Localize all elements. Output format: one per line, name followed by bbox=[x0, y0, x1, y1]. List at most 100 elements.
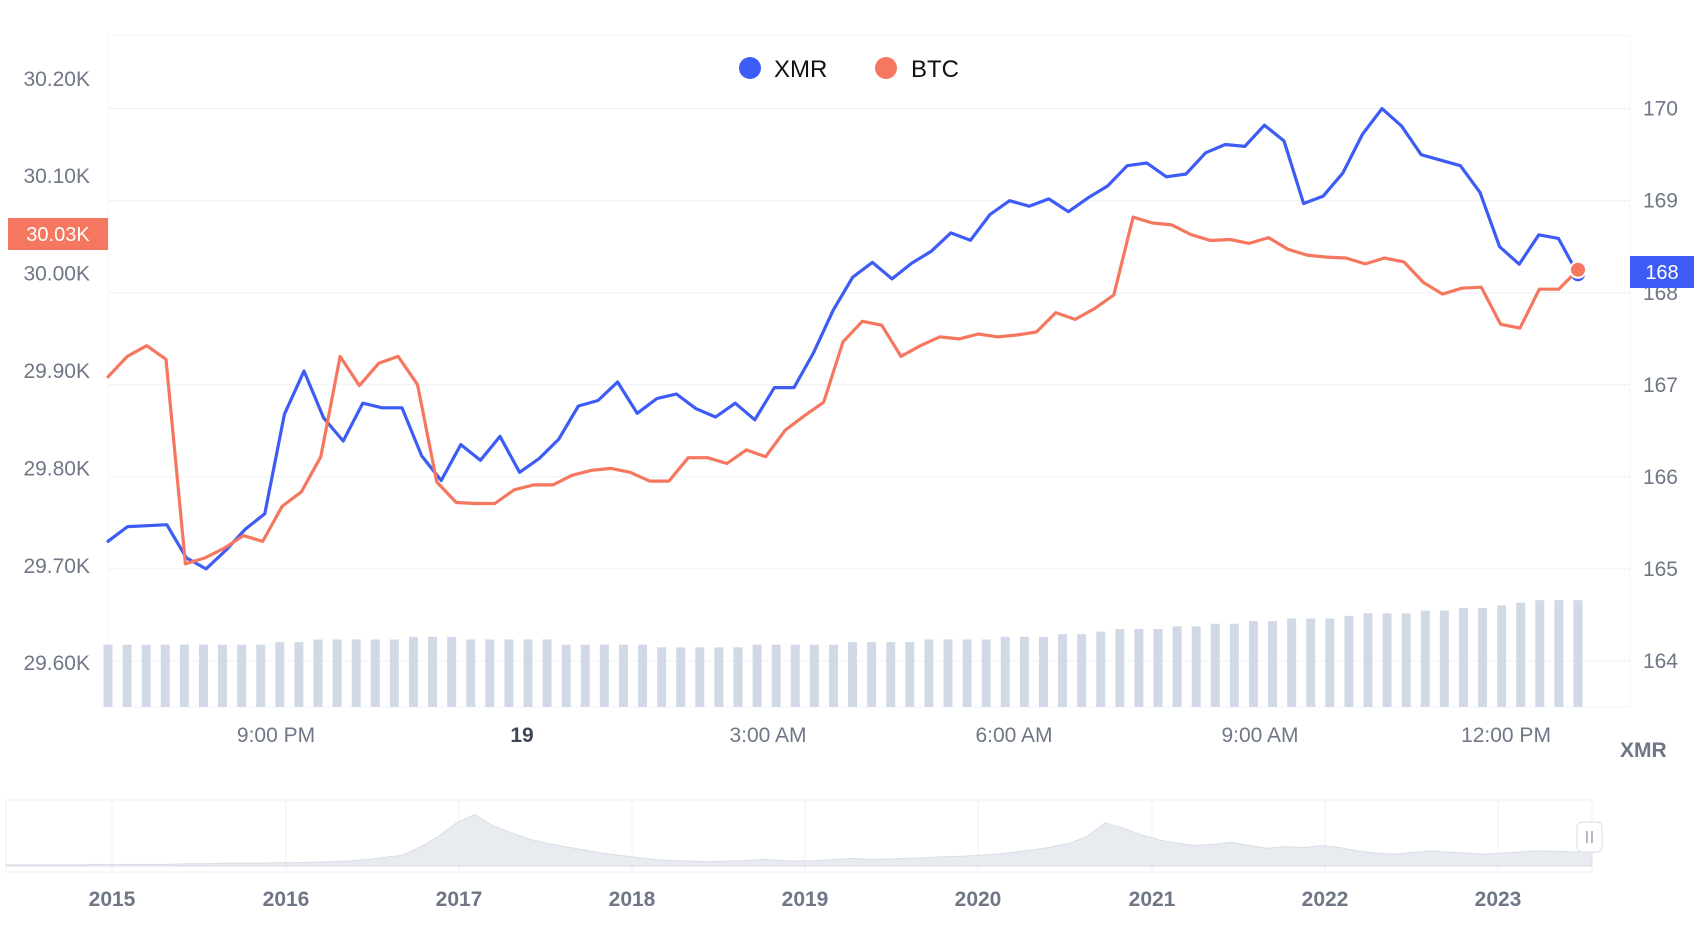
volume-bar bbox=[752, 644, 762, 707]
volume-bar bbox=[790, 644, 800, 707]
volume-bar bbox=[504, 639, 514, 707]
right-axis-tick: 169 bbox=[1643, 190, 1678, 213]
navigator-year-label: 2020 bbox=[955, 888, 1002, 911]
volume-bar bbox=[447, 636, 457, 707]
volume-bar bbox=[1229, 623, 1239, 707]
dot-icon bbox=[739, 57, 761, 79]
volume-bar bbox=[122, 644, 132, 707]
volume-bar bbox=[1420, 610, 1430, 707]
volume-bar bbox=[1172, 626, 1182, 707]
volume-bar bbox=[237, 644, 247, 707]
volume-bar bbox=[1115, 628, 1125, 707]
volume-bar bbox=[1401, 613, 1411, 707]
volume-bar bbox=[618, 644, 628, 707]
volume-bar bbox=[1535, 600, 1545, 707]
x-axis-tick: 19 bbox=[510, 724, 533, 747]
x-axis-tick: 3:00 AM bbox=[729, 724, 806, 747]
right-axis-tick: 167 bbox=[1643, 374, 1678, 397]
volume-bar bbox=[981, 639, 991, 707]
navigator-year-label: 2019 bbox=[782, 888, 829, 911]
series-marker-btc bbox=[1569, 260, 1587, 279]
left-axis-tick: 30.00K bbox=[23, 263, 90, 286]
volume-bar bbox=[828, 644, 838, 707]
volume-bar bbox=[1306, 618, 1316, 707]
volume-bar bbox=[1134, 628, 1144, 707]
right-axis-tick: 164 bbox=[1643, 650, 1678, 673]
navigator-area bbox=[5, 814, 1593, 867]
x-axis-tick: 9:00 AM bbox=[1221, 724, 1298, 747]
volume-bar bbox=[103, 644, 113, 707]
volume-bar bbox=[1058, 634, 1068, 707]
volume-unit-label: XMR bbox=[1620, 739, 1667, 762]
volume-bar bbox=[389, 639, 399, 707]
volume-bar bbox=[1268, 621, 1278, 707]
volume-bar bbox=[733, 647, 743, 707]
volume-bar bbox=[657, 647, 667, 707]
volume-bar bbox=[141, 644, 151, 707]
volume-bar bbox=[924, 639, 934, 707]
volume-bar bbox=[218, 644, 228, 707]
volume-bar bbox=[695, 647, 705, 707]
volume-bar bbox=[561, 644, 571, 707]
volume-bar bbox=[1325, 618, 1335, 707]
volume-bar bbox=[1363, 613, 1373, 707]
navigator[interactable]: 2015 2016 2017 2018 2019 2020 2021 2022 2023 bbox=[5, 799, 1603, 911]
right-axis-tick: 170 bbox=[1643, 98, 1678, 121]
volume-bar bbox=[848, 642, 858, 707]
legend-item-btc[interactable]: BTC bbox=[875, 56, 959, 83]
left-axis-tick: 29.60K bbox=[23, 652, 90, 675]
volume-bar bbox=[1497, 605, 1507, 707]
volume-bar bbox=[1153, 628, 1163, 707]
btc-current-value: 30.03K bbox=[26, 224, 90, 246]
volume-bar bbox=[1019, 636, 1029, 707]
left-axis-tick: 29.90K bbox=[23, 360, 90, 383]
volume-bar bbox=[1248, 621, 1258, 707]
volume-bar bbox=[160, 644, 170, 707]
legend: XMR BTC bbox=[739, 56, 959, 83]
left-axis: 30.20K 30.10K 30.00K 29.90K 29.80K 29.70K 29.6… bbox=[23, 68, 90, 675]
volume-bar bbox=[1191, 626, 1201, 707]
volume-bar bbox=[542, 639, 552, 707]
left-axis-tick: 30.10K bbox=[23, 165, 90, 188]
legend-label-xmr: XMR bbox=[774, 56, 827, 83]
navigator-year-label: 2022 bbox=[1302, 888, 1349, 911]
series-line-btc bbox=[106, 215, 1580, 566]
btc-current-badge: 30.03K bbox=[8, 218, 108, 250]
volume-bar bbox=[1344, 615, 1354, 707]
navigator-year-label: 2018 bbox=[609, 888, 656, 911]
right-axis-tick: 166 bbox=[1643, 466, 1678, 489]
volume-bar bbox=[294, 642, 304, 707]
navigator-year-label: 2015 bbox=[89, 888, 136, 911]
right-axis: 170 169 168 167 166 165 164 bbox=[1643, 98, 1678, 673]
dot-icon bbox=[875, 57, 897, 79]
volume-bar bbox=[1573, 600, 1583, 707]
volume-bar bbox=[962, 639, 972, 707]
volume-bar bbox=[466, 639, 476, 707]
left-axis-tick: 29.80K bbox=[23, 457, 90, 480]
x-axis-tick: 9:00 PM bbox=[237, 724, 315, 747]
navigator-year-label: 2023 bbox=[1475, 888, 1522, 911]
navigator-handle[interactable] bbox=[1576, 821, 1603, 853]
volume-bar bbox=[809, 644, 819, 707]
navigator-labels: 2015 2016 2017 2018 2019 2020 2021 2022 2023 bbox=[89, 888, 1522, 911]
volume-bar bbox=[599, 644, 609, 707]
volume-bar bbox=[638, 644, 648, 707]
navigator-year-label: 2017 bbox=[436, 888, 483, 911]
legend-item-xmr[interactable]: XMR bbox=[739, 56, 827, 83]
volume-bar bbox=[1439, 610, 1449, 707]
x-axis-tick: 6:00 AM bbox=[975, 724, 1052, 747]
volume-bar bbox=[428, 636, 438, 707]
volume-bar bbox=[714, 647, 724, 707]
volume-bar bbox=[580, 644, 590, 707]
volume-bar bbox=[485, 639, 495, 707]
volume-bar bbox=[332, 639, 342, 707]
volume-bar bbox=[943, 639, 953, 707]
series-line-xmr bbox=[106, 106, 1580, 571]
volume-bar bbox=[1287, 618, 1297, 707]
volume-bar bbox=[905, 642, 915, 707]
right-axis-tick: 165 bbox=[1643, 558, 1678, 581]
volume-bar bbox=[179, 644, 189, 707]
volume-bar bbox=[1038, 636, 1048, 707]
